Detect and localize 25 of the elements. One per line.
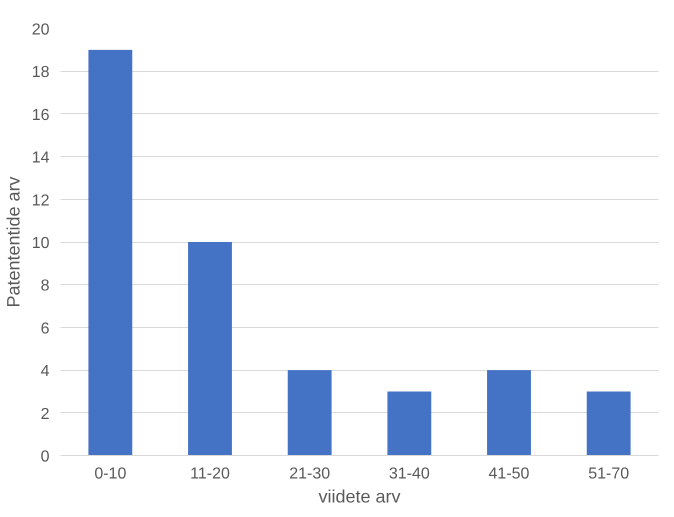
y-tick-label: 0: [40, 448, 50, 466]
bar: [88, 50, 132, 456]
y-tick-label: 12: [32, 192, 50, 210]
y-tick-label: 20: [32, 22, 50, 38]
y-tick-label: 18: [32, 64, 50, 82]
y-tick-label: 4: [40, 363, 50, 380]
x-tick-label: 21-30: [289, 466, 330, 482]
y-tick-label: 14: [32, 150, 50, 167]
bar: [288, 370, 332, 456]
x-tick-label: 0-10: [94, 466, 126, 482]
x-tick-label: 51-70: [588, 466, 630, 482]
y-tick-label: 10: [32, 235, 50, 252]
y-tick-label: 8: [40, 278, 50, 295]
bar: [387, 391, 432, 456]
bar: [586, 391, 631, 456]
bar: [487, 370, 531, 456]
y-tick-label: 16: [32, 106, 50, 124]
bar: [188, 242, 232, 456]
y-tick-label: 2: [40, 406, 50, 423]
x-tick-label: 41-50: [488, 466, 530, 482]
x-tick-label: 31-40: [388, 466, 430, 482]
y-axis-title: Patententide arv: [4, 176, 24, 308]
x-axis-title: viidete arv: [318, 486, 401, 506]
x-tick-label: 11-20: [190, 466, 230, 482]
y-tick-label: 6: [40, 320, 50, 338]
